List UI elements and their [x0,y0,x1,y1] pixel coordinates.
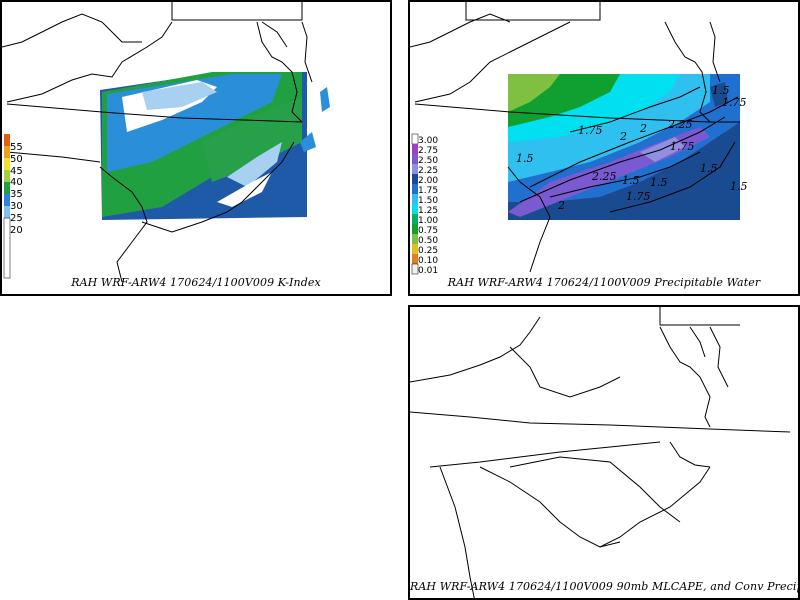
pwat-map: 1.5 1.75 2 2.25 1.75 1.5 1.5 2 2.25 1.75… [410,2,748,275]
pwat-contours [519,86,739,213]
pwat-caption: RAH WRF-ARW4 170624/1100V009 Precipitabl… [447,276,761,289]
contour-label: 2.25 [591,170,617,183]
kindex-map-outlines [2,2,313,283]
contour-label: 1.75 [670,140,695,153]
contour-label: 1.5 [700,162,718,175]
kindex-caption: RAH WRF-ARW4 170624/1100V009 K-Index [71,276,321,289]
legend-label: 55 [10,142,23,153]
legend-label: 2.00 [418,176,439,186]
contour-label: 2 [557,199,565,212]
contour-label: 1.5 [622,174,640,187]
contour-label: 1.5 [712,84,730,97]
legend-label: 30 [10,200,23,212]
legend-label: 2.50 [418,156,439,166]
kindex-legend-labels: 55 50 45 40 35 30 25 20 [10,142,23,236]
contour-label: 1.5 [516,152,534,165]
kindex-field [100,72,330,220]
kindex-panel: 55 50 45 40 35 30 25 20 RAH WRF-ARW4 170… [0,0,392,296]
legend-label: 20 [10,224,23,236]
mlcape-caption: RAH WRF-ARW4 170624/1100V009 90mb MLCAPE… [410,580,800,593]
pwat-colorbar [411,133,419,275]
legend-label: 2.25 [418,166,439,176]
contour-label: 1.5 [650,176,668,189]
kindex-colorbar [3,134,11,279]
contour-label: 1.5 [730,180,748,193]
mlcape-map [410,307,791,598]
pwat-panel: 1.5 1.75 2 2.25 1.75 1.5 1.5 2 2.25 1.75… [408,0,800,296]
legend-label: 2.75 [418,146,439,156]
contour-label: 2 [639,122,647,135]
legend-label: 0.50 [418,236,439,246]
pwat-legend-labels: 3.00 2.75 2.50 2.25 2.00 1.75 1.50 1.25 … [418,136,438,276]
contour-label: 2.25 [667,118,693,131]
legend-label: 1.50 [418,196,439,206]
contour-label: 1.75 [722,96,747,109]
legend-label: 35 [10,189,23,201]
legend-label: 40 [10,177,23,189]
contour-label: 1.75 [578,124,603,137]
legend-label: 3.00 [418,136,439,146]
kindex-map [2,2,330,283]
mlcape-map-outlines [410,307,791,598]
legend-label: 1.00 [418,216,439,226]
legend-label: 50 [10,153,23,165]
legend-label: 0.75 [418,226,439,236]
legend-label: 0.25 [418,246,439,256]
legend-label: 0.10 [418,256,439,266]
legend-label: 25 [10,212,23,224]
pwat-contour-text: 1.5 1.75 2 2.25 1.75 1.5 1.5 2 2.25 1.75… [516,84,748,212]
legend-label: 1.25 [418,206,439,216]
pwat-map-outlines [410,2,740,273]
contour-label: 2 [619,130,627,143]
mlcape-panel: RAH WRF-ARW4 170624/1100V009 90mb MLCAPE… [408,305,800,600]
legend-label: 0.01 [418,266,439,276]
legend-label: 45 [10,165,23,177]
legend-label: 1.75 [418,186,439,196]
contour-label: 1.75 [626,190,651,203]
